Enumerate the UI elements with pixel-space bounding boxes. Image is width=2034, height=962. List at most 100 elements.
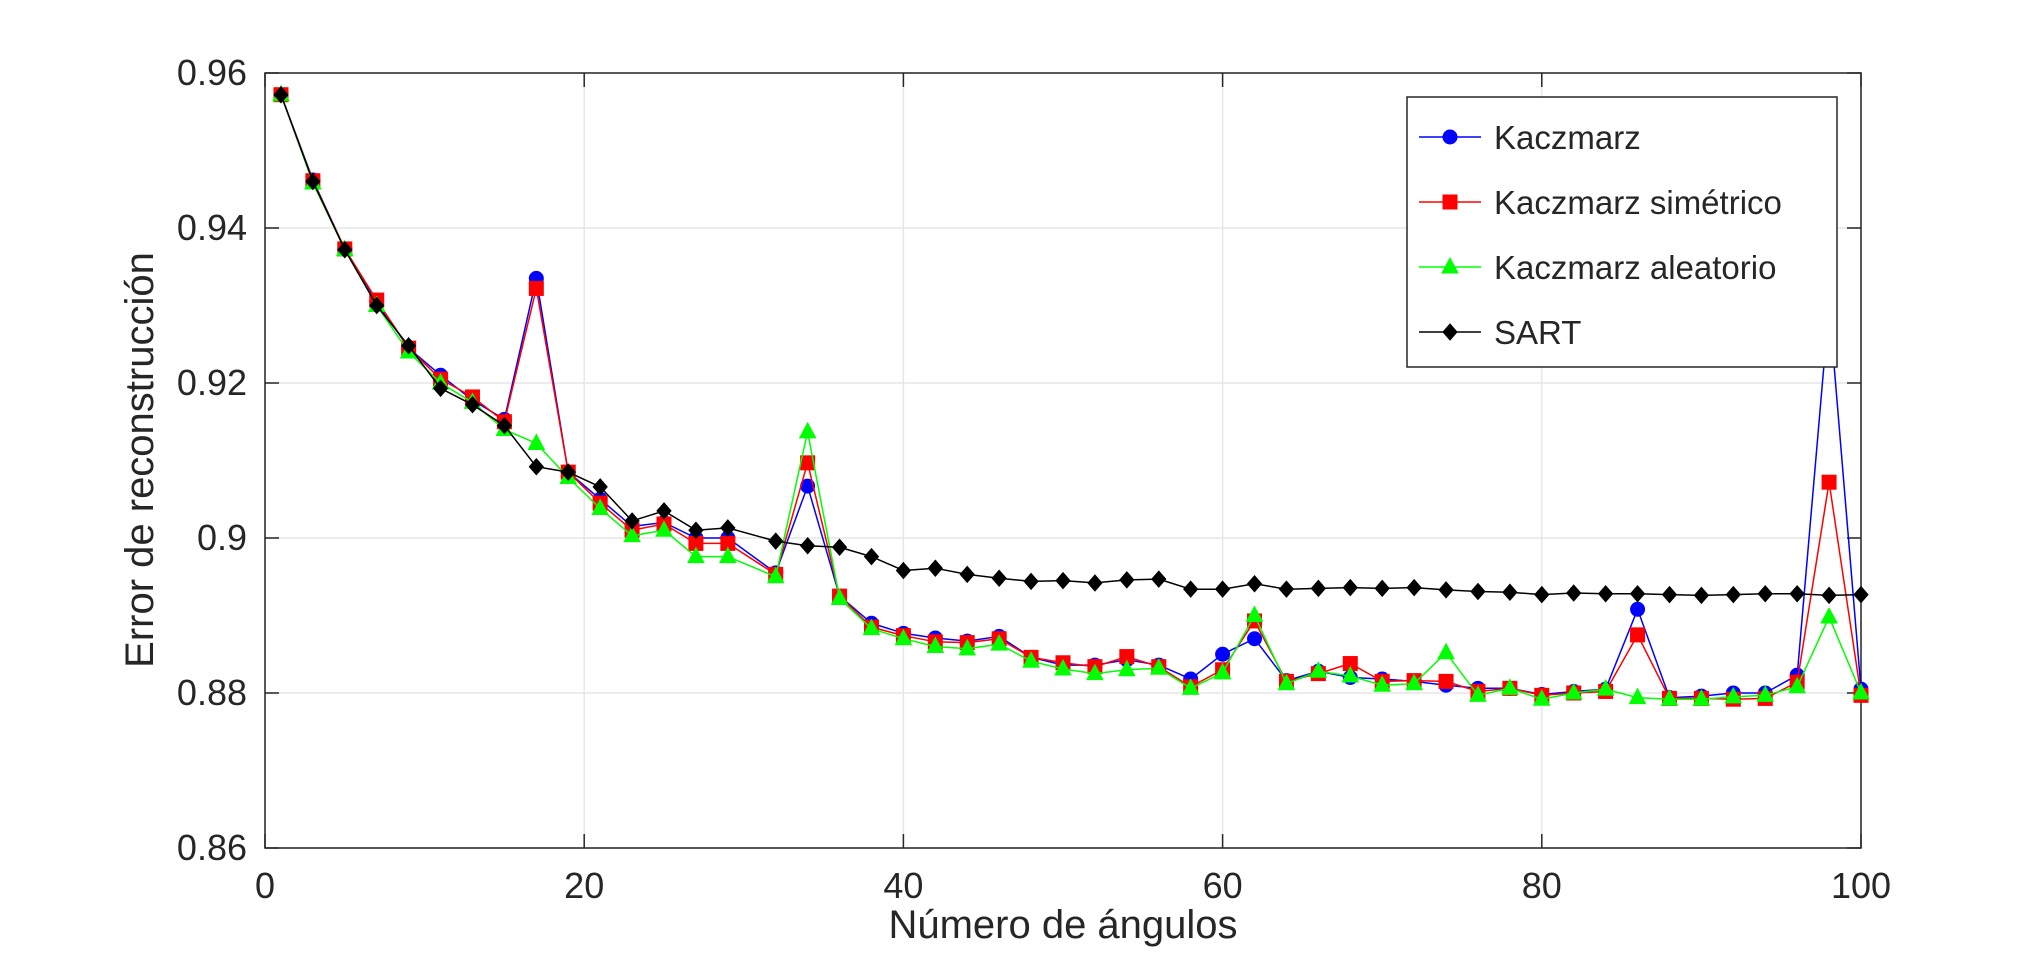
data-point <box>1789 585 1805 603</box>
data-point <box>863 547 880 566</box>
y-tick-label: 0.9 <box>197 517 247 558</box>
data-point <box>1757 585 1773 603</box>
data-point <box>560 463 576 481</box>
legend-item: SART <box>1419 314 1581 351</box>
data-point <box>1183 580 1199 598</box>
data-point <box>655 520 673 537</box>
data-point <box>1246 574 1263 593</box>
data-point <box>400 337 417 355</box>
x-tick-label: 80 <box>1522 865 1562 906</box>
data-point <box>1630 601 1646 617</box>
data-point <box>1406 578 1422 597</box>
data-point <box>656 502 672 520</box>
data-point <box>1438 673 1454 689</box>
data-point <box>1756 685 1775 702</box>
data-point <box>1309 661 1328 678</box>
y-tick-label: 0.92 <box>177 362 247 403</box>
y-axis-title: Error de reconstrucción <box>118 252 162 668</box>
x-tick-label: 20 <box>564 865 604 906</box>
data-point <box>1692 689 1711 706</box>
legend-item: Kaczmarz aleatorio <box>1419 249 1776 286</box>
data-point <box>1724 686 1743 704</box>
data-point <box>959 565 975 584</box>
data-point <box>1181 678 1200 695</box>
data-point <box>464 395 481 414</box>
data-point <box>768 532 784 550</box>
data-point <box>1214 580 1231 598</box>
data-point <box>958 638 977 656</box>
series-3 <box>273 85 1869 605</box>
data-point <box>926 636 945 653</box>
series-lines <box>272 84 1870 707</box>
legend-item: Kaczmarz <box>1419 119 1641 156</box>
data-point <box>527 433 546 450</box>
data-point <box>1660 689 1679 706</box>
data-point <box>305 172 321 191</box>
data-point <box>895 561 912 580</box>
data-point <box>1373 675 1392 692</box>
legend-marker <box>1442 323 1458 341</box>
data-point <box>894 628 913 646</box>
data-point <box>528 280 544 296</box>
data-point <box>688 521 704 540</box>
data-point <box>623 525 641 543</box>
data-point <box>1213 662 1232 680</box>
legend-marker <box>1442 194 1458 210</box>
data-point <box>720 519 736 537</box>
y-tick-label: 0.96 <box>177 52 247 93</box>
data-point <box>1310 579 1327 598</box>
data-point <box>799 536 816 555</box>
data-point <box>1087 574 1103 592</box>
legend-label: Kaczmarz <box>1494 119 1641 156</box>
data-point <box>1470 582 1486 601</box>
data-point <box>1086 663 1104 681</box>
data-point <box>1055 571 1071 590</box>
data-point <box>1821 586 1837 605</box>
data-point <box>927 559 943 577</box>
axis-ticks: 0 20 40 60 80 100 0.86 0.88 0.9 0.92 0.94 0.96 <box>177 52 1891 906</box>
data-point <box>1534 585 1550 604</box>
data-point <box>1566 584 1582 602</box>
legend-label: Kaczmarz simétrico <box>1494 184 1782 221</box>
legend-label: SART <box>1494 314 1581 351</box>
data-point <box>1215 646 1231 662</box>
data-point <box>991 569 1007 588</box>
data-point <box>592 478 608 496</box>
data-point <box>831 538 848 557</box>
data-point <box>1596 679 1615 696</box>
x-tick-label: 40 <box>883 865 923 906</box>
y-tick-label: 0.94 <box>177 207 247 248</box>
data-point <box>1374 579 1390 598</box>
data-point <box>1853 585 1869 604</box>
legend-marker <box>1442 129 1458 145</box>
data-point <box>1438 581 1454 599</box>
data-point <box>830 588 849 605</box>
plot-area-frame <box>264 72 1862 849</box>
data-point <box>1821 474 1837 490</box>
data-point <box>1502 583 1518 602</box>
data-point <box>1054 658 1072 676</box>
data-point <box>798 421 817 439</box>
data-point <box>1277 673 1296 691</box>
x-tick-label: 0 <box>255 865 275 906</box>
legend-items: Kaczmarz Kaczmarz simétrico Kaczmarz aleat… <box>1419 119 1782 351</box>
data-point <box>624 512 640 530</box>
x-tick-label: 100 <box>1831 865 1891 906</box>
data-point <box>1022 651 1040 668</box>
data-point <box>1278 580 1295 598</box>
data-point <box>1119 571 1135 589</box>
data-point <box>369 296 385 315</box>
data-point <box>1820 606 1838 624</box>
data-point <box>1342 578 1358 597</box>
data-point <box>1661 585 1678 604</box>
legend-box <box>1406 96 1838 368</box>
data-point <box>1564 682 1583 700</box>
data-point <box>273 85 289 104</box>
data-point <box>1023 572 1039 591</box>
data-point <box>687 546 705 564</box>
data-point <box>496 416 513 435</box>
legend-label: Kaczmarz aleatorio <box>1494 249 1776 286</box>
data-point <box>1597 585 1614 603</box>
data-point <box>766 566 785 584</box>
